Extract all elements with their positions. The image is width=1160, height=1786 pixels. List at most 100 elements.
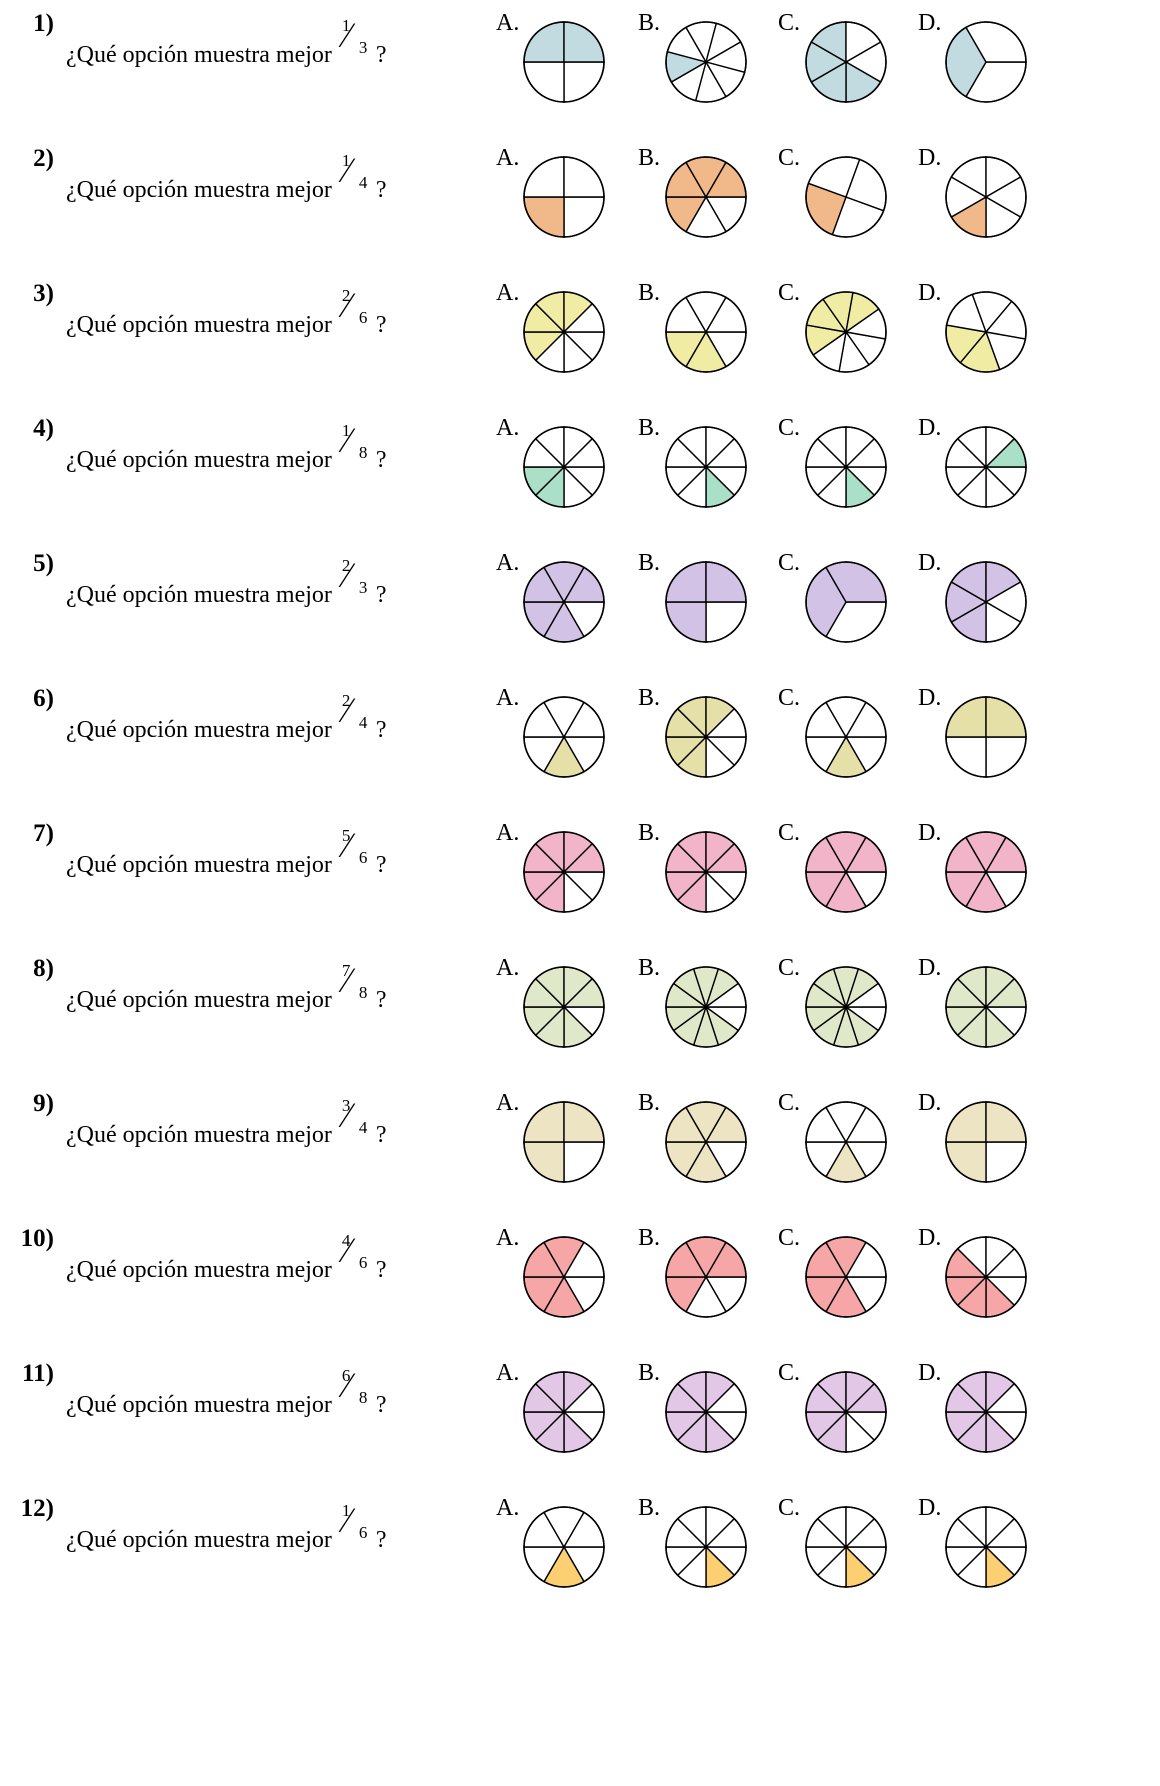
option-label: D. (918, 10, 942, 36)
pie-chart[interactable] (804, 830, 888, 914)
fraction-numerator: 1 (341, 1501, 351, 1520)
pie-outline (665, 21, 747, 103)
pie-outline (805, 1506, 887, 1588)
pie-chart[interactable] (664, 695, 748, 779)
question-row: 7) ¿Qué opción muestra mejor 5 ⁄ 6? A. B. C. D. (0, 816, 1160, 946)
pie-chart[interactable] (664, 155, 748, 239)
fraction-slash: ⁄ (344, 15, 350, 55)
option-label: D. (918, 145, 942, 171)
option-label: A. (496, 1225, 520, 1251)
pie-chart[interactable] (944, 965, 1028, 1049)
pie-chart[interactable] (944, 155, 1028, 239)
fraction-numerator: 7 (341, 961, 351, 980)
option-label: C. (778, 1090, 801, 1116)
fraction-numerator: 1 (341, 16, 351, 35)
pie-chart[interactable] (522, 560, 606, 644)
question-number: 12) (20, 1495, 54, 1522)
pie-chart[interactable] (944, 290, 1028, 374)
pie-outline (523, 831, 605, 913)
fraction-denominator: 3 (358, 38, 368, 57)
pie-chart[interactable] (944, 1370, 1028, 1454)
fraction-slash: ⁄ (344, 420, 350, 460)
pie-chart[interactable] (944, 560, 1028, 644)
pie-chart[interactable] (804, 1100, 888, 1184)
question-text: ¿Qué opción muestra mejor 1 ⁄ 6? (66, 1500, 387, 1554)
pie-outline (523, 1506, 605, 1588)
pie-chart[interactable] (522, 1235, 606, 1319)
pie-outline (523, 1371, 605, 1453)
pie-chart[interactable] (664, 560, 748, 644)
pie-chart[interactable] (522, 290, 606, 374)
pie-chart[interactable] (522, 830, 606, 914)
option-label: B. (638, 820, 661, 846)
question-row: 9) ¿Qué opción muestra mejor 3 ⁄ 4? A. B. C. D. (0, 1086, 1160, 1216)
pie-chart[interactable] (664, 20, 748, 104)
fraction-numerator: 1 (341, 421, 351, 440)
pie-chart[interactable] (522, 695, 606, 779)
option-label: B. (638, 550, 661, 576)
question-number: 6) (33, 685, 54, 712)
pie-chart[interactable] (664, 425, 748, 509)
pie-chart[interactable] (804, 155, 888, 239)
pie-chart[interactable] (664, 830, 748, 914)
pie-chart[interactable] (804, 1235, 888, 1319)
option-label: C. (778, 820, 801, 846)
pie-chart[interactable] (522, 425, 606, 509)
pie-outline (805, 696, 887, 778)
fraction-denominator: 6 (358, 1523, 368, 1542)
pie-chart[interactable] (664, 1505, 748, 1589)
pie-chart[interactable] (804, 560, 888, 644)
fraction-slash: ⁄ (344, 960, 350, 1000)
question-prompt: ¿Qué opción muestra mejor (66, 1257, 332, 1283)
fraction-slash: ⁄ (344, 1365, 350, 1405)
question-number: 8) (33, 955, 54, 982)
pie-chart[interactable] (664, 290, 748, 374)
pie-chart[interactable] (944, 425, 1028, 509)
pie-chart[interactable] (522, 155, 606, 239)
question-number: 9) (33, 1090, 54, 1117)
pie-chart[interactable] (664, 1235, 748, 1319)
pie-chart[interactable] (804, 425, 888, 509)
pie-chart[interactable] (804, 290, 888, 374)
fraction: 4 ⁄ 6 (338, 1230, 372, 1283)
pie-outline (945, 291, 1027, 373)
pie-chart[interactable] (944, 830, 1028, 914)
pie-chart[interactable] (804, 1505, 888, 1589)
question-prompt: ¿Qué opción muestra mejor (66, 717, 332, 743)
pie-chart[interactable] (522, 1370, 606, 1454)
fraction-denominator: 4 (358, 173, 368, 192)
pie-chart[interactable] (804, 695, 888, 779)
option-label: B. (638, 1495, 661, 1521)
pie-chart[interactable] (804, 20, 888, 104)
question-row: 8) ¿Qué opción muestra mejor 7 ⁄ 8? A. B. C. D. (0, 951, 1160, 1081)
question-number: 2) (33, 145, 54, 172)
option-label: D. (918, 1090, 942, 1116)
option-label: B. (638, 10, 661, 36)
pie-chart[interactable] (944, 1235, 1028, 1319)
pie-outline (805, 21, 887, 103)
question-row: 10) ¿Qué opción muestra mejor 4 ⁄ 6? A. B. C. D. (0, 1221, 1160, 1351)
pie-chart[interactable] (664, 1100, 748, 1184)
pie-chart[interactable] (522, 1505, 606, 1589)
pie-chart[interactable] (944, 20, 1028, 104)
fraction: 6 ⁄ 8 (338, 1365, 372, 1418)
pie-chart[interactable] (522, 1100, 606, 1184)
pie-chart[interactable] (664, 965, 748, 1049)
pie-outline (945, 1236, 1027, 1318)
question-mark: ? (375, 42, 387, 68)
pie-chart[interactable] (804, 965, 888, 1049)
fraction: 2 ⁄ 4 (338, 690, 372, 743)
pie-chart[interactable] (944, 1505, 1028, 1589)
fraction-slash: ⁄ (344, 1230, 350, 1270)
pie-chart[interactable] (804, 1370, 888, 1454)
pie-chart[interactable] (944, 695, 1028, 779)
fraction: 5 ⁄ 6 (338, 825, 372, 878)
pie-chart[interactable] (522, 20, 606, 104)
pie-outline (805, 156, 887, 238)
pie-chart[interactable] (664, 1370, 748, 1454)
pie-chart[interactable] (522, 965, 606, 1049)
question-mark: ? (375, 312, 387, 338)
option-label: B. (638, 955, 661, 981)
pie-outline (665, 831, 747, 913)
pie-chart[interactable] (944, 1100, 1028, 1184)
